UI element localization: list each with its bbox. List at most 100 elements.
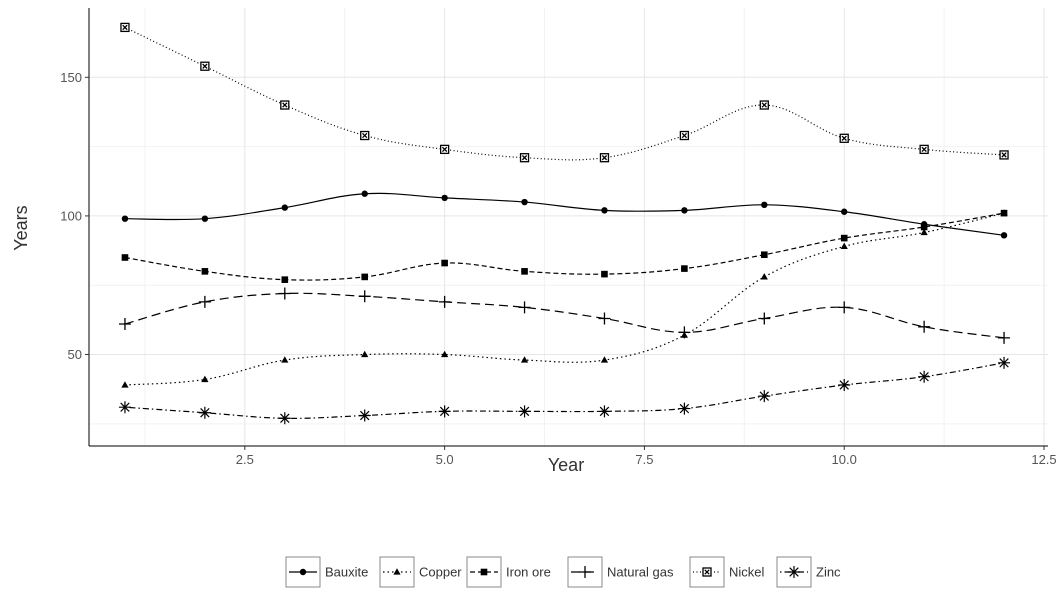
point-natural-gas [758,312,771,325]
point-nickel [839,133,849,143]
point-zinc [198,406,211,419]
legend-key-marker [702,567,712,577]
x-axis-title: Year [548,455,584,475]
point-natural-gas [598,312,611,325]
point-nickel [280,100,290,110]
legend-label: Nickel [729,565,765,580]
series-markers [118,22,1011,425]
legend-key-marker [393,568,401,575]
point-iron-ore [521,268,528,275]
legend-item-nickel: Nickel [689,556,765,588]
legend-label: Bauxite [325,565,368,580]
point-zinc [758,390,771,403]
point-natural-gas [518,301,531,314]
point-copper [760,273,768,280]
point-copper [281,356,289,363]
point-iron-ore [441,259,448,267]
point-bauxite [761,201,768,209]
point-zinc [278,412,291,425]
legend-label: Natural gas [607,565,674,580]
series-lines [124,26,1005,419]
point-zinc [598,405,611,418]
point-iron-ore [601,270,608,278]
series-line-zinc [124,362,1005,419]
legend-label: Iron ore [506,565,551,580]
series-line-copper [124,212,1005,386]
point-copper [441,350,449,358]
point-nickel [519,153,530,163]
point-copper [201,375,209,383]
legend-item-iron-ore: Iron ore [466,556,551,588]
point-iron-ore [920,223,928,231]
point-bauxite [601,207,608,214]
point-natural-gas [358,290,371,303]
point-bauxite [441,194,448,202]
point-natural-gas [918,320,931,333]
legend-item-natural-gas: Natural gas [567,556,674,588]
point-natural-gas [998,331,1011,344]
point-iron-ore [281,276,289,283]
point-zinc [918,370,931,383]
point-nickel [360,130,370,141]
point-zinc [438,405,451,418]
series-line-bauxite [124,192,1005,236]
legend-item-bauxite: Bauxite [285,556,368,588]
point-natural-gas [118,318,131,331]
x-tick-label: 10.0 [832,452,857,467]
point-nickel [759,100,769,110]
point-copper [361,350,369,358]
point-zinc [118,401,131,414]
point-iron-ore [681,265,688,272]
point-bauxite [1000,232,1008,239]
point-iron-ore [1000,209,1008,217]
point-natural-gas [678,326,691,339]
point-zinc [678,402,691,415]
legend-key-marker [480,568,488,576]
axes [85,8,1048,450]
legend-label: Zinc [816,565,841,580]
point-copper [840,242,848,250]
point-natural-gas [838,301,851,314]
point-natural-gas [198,295,211,308]
y-tick-label: 50 [68,347,82,362]
tick-labels: 2.5 5.0 7.5 10.0 12.5 50 100 150 [60,70,1056,467]
point-iron-ore [840,234,848,242]
point-nickel [919,144,929,155]
point-zinc [838,379,851,392]
y-axis-title: Years [11,205,31,250]
point-nickel [999,150,1009,160]
x-tick-label: 7.5 [635,452,653,467]
series-line-natural-gas [124,292,1005,339]
point-zinc [998,356,1011,369]
legend-key-marker [579,566,591,578]
legend-item-zinc: Zinc [776,556,841,588]
point-nickel [439,144,450,155]
point-nickel [679,130,690,141]
series-line-nickel [124,26,1005,161]
legend-label: Copper [419,565,462,580]
point-bauxite [361,190,368,197]
point-copper [920,228,928,236]
point-iron-ore [760,251,768,259]
point-copper [520,356,529,363]
legend-item-copper: Copper [379,556,462,588]
point-natural-gas [438,295,451,308]
point-bauxite [201,215,209,222]
point-nickel [599,153,610,163]
x-tick-label: 2.5 [236,452,254,467]
point-nickel [120,22,130,33]
point-iron-ore [361,273,369,281]
y-tick-label: 100 [60,208,82,223]
x-tick-label: 12.5 [1031,452,1056,467]
grid-lines [89,8,1048,446]
point-copper [121,381,129,388]
legend-key-marker [788,566,800,578]
point-natural-gas [278,287,291,300]
point-bauxite [681,207,688,214]
x-tick-label: 5.0 [436,452,454,467]
point-bauxite [281,204,288,211]
series-line-iron-ore [124,212,1005,281]
point-copper [600,356,609,363]
point-iron-ore [201,268,209,275]
